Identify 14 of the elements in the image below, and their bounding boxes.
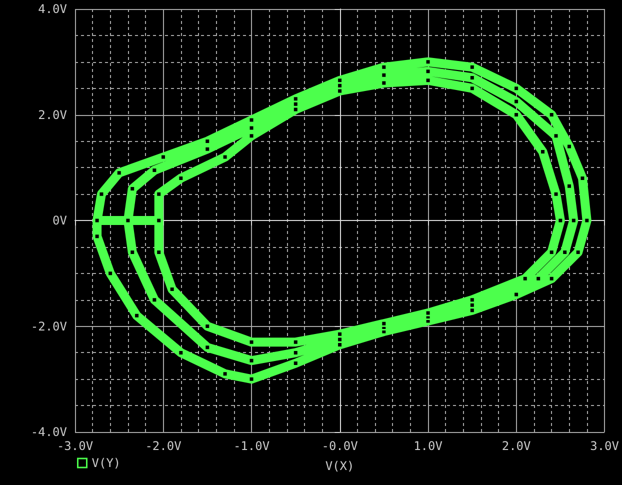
x-tick-label: -1.0V <box>233 439 270 453</box>
x-tick-label: 1.0V <box>414 439 442 453</box>
y-tick-label: 4.0V <box>38 2 67 16</box>
x-tick-label: 2.0V <box>502 439 531 453</box>
y-tick-label: -4.0V <box>30 425 67 439</box>
x-tick-label: 3.0V <box>590 439 620 453</box>
y-tick-label: 0V <box>52 214 67 228</box>
legend-label: V(Y) <box>92 456 121 470</box>
y-tick-label: 2.0V <box>38 108 67 122</box>
x-axis-title: V(X) <box>325 459 354 473</box>
y-tick-label: -2.0V <box>30 319 67 334</box>
x-tick-label: -2.0V <box>145 439 182 453</box>
x-tick-label: -0.0V <box>322 439 358 453</box>
x-tick-label: -3.0V <box>56 439 94 453</box>
